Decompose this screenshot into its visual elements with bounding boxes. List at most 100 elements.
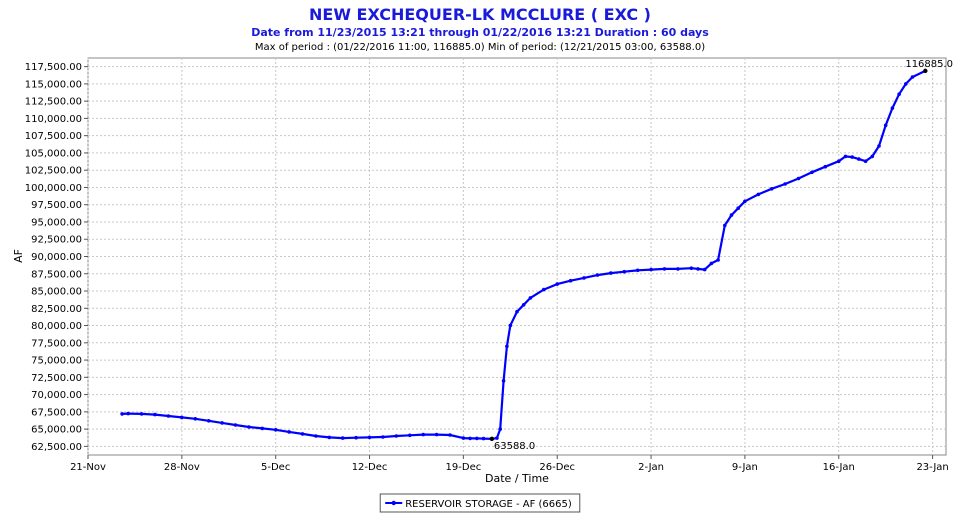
annotation-layer: 116885.0 63588.0 [489, 59, 953, 452]
y-tick-label: 72,500.00 [31, 373, 82, 384]
data-point [421, 432, 426, 437]
data-point [247, 425, 251, 429]
y-tick-label: 117,500.00 [25, 62, 82, 73]
y-tick-label: 102,500.00 [25, 166, 82, 177]
data-point [394, 434, 399, 438]
data-point [260, 426, 265, 431]
y-axis-ticks: 62,500.00 65,000.00 67,500.00 70,000.00 72,5… [25, 62, 88, 453]
data-point [528, 296, 533, 300]
data-point [461, 436, 466, 440]
x-tick-label: 9-Jan [732, 462, 758, 473]
y-tick-label: 70,000.00 [31, 390, 82, 401]
series-layer [120, 69, 928, 441]
data-point [662, 267, 667, 271]
data-point [582, 276, 586, 280]
data-point [622, 269, 627, 274]
y-tick-label: 77,500.00 [31, 338, 82, 349]
y-tick-label: 112,500.00 [25, 97, 82, 108]
data-point [498, 427, 503, 431]
data-point [287, 430, 291, 434]
chart-subtitle: Date from 11/23/2015 13:21 through 01/22… [251, 26, 709, 39]
y-tick-label: 62,500.00 [31, 442, 82, 453]
x-tick-label: 28-Nov [164, 462, 200, 473]
data-point [314, 434, 318, 438]
data-point [910, 75, 915, 79]
data-point [709, 261, 714, 266]
data-point [220, 421, 224, 425]
data-point [434, 432, 439, 437]
data-point [408, 433, 412, 438]
y-tick-label: 87,500.00 [31, 269, 82, 280]
x-tick-label: 2-Jan [638, 462, 664, 473]
y-tick-label: 80,000.00 [31, 321, 82, 332]
data-point [367, 435, 372, 440]
legend-box [379, 493, 581, 513]
y-tick-label: 90,000.00 [31, 252, 82, 263]
data-point [448, 433, 452, 437]
data-point [180, 415, 184, 420]
x-axis-ticks: 21-Nov 28-Nov 5-Dec 12-Dec 19-Dec 26-Dec 2-Jan… [70, 455, 949, 473]
data-point [843, 154, 848, 159]
chart-title: NEW EXCHEQUER-LK MCCLURE ( EXC ) [309, 5, 651, 24]
data-point [521, 303, 526, 307]
x-tick-label: 12-Dec [352, 462, 388, 473]
y-tick-label: 95,000.00 [31, 217, 82, 228]
y-tick-label: 82,500.00 [31, 304, 82, 315]
y-tick-label: 115,000.00 [25, 79, 82, 90]
data-point [381, 435, 385, 439]
data-point [837, 159, 841, 163]
series-line [122, 69, 926, 440]
min-annotation-label: 63588.0 [494, 441, 535, 452]
data-point [850, 155, 854, 159]
data-point [542, 287, 546, 292]
data-point [796, 176, 801, 181]
y-tick-label: 97,500.00 [31, 200, 82, 211]
data-point [206, 419, 211, 423]
max-annotation-label: 116885.0 [905, 59, 953, 70]
data-point [689, 266, 694, 271]
data-point [193, 417, 198, 421]
y-tick-label: 65,000.00 [31, 425, 82, 436]
data-point [890, 106, 895, 110]
chart-period-meta: Max of period : (01/22/2016 11:00, 11688… [255, 42, 705, 53]
data-point [716, 258, 720, 262]
data-point [139, 412, 144, 416]
x-axis-label: Date / Time [485, 472, 549, 485]
data-point [769, 187, 774, 191]
data-point [857, 157, 861, 161]
data-point [649, 267, 653, 272]
data-point [743, 199, 747, 204]
data-point [870, 154, 875, 159]
data-point [863, 159, 868, 163]
data-point [810, 170, 814, 175]
data-point [756, 192, 761, 197]
data-point [273, 428, 278, 432]
data-point [609, 271, 613, 275]
data-point [897, 92, 901, 96]
data-point [340, 436, 345, 440]
data-point [468, 436, 472, 441]
x-tick-label: 5-Dec [261, 462, 290, 473]
x-tick-label: 16-Jan [823, 462, 855, 473]
data-point [555, 282, 559, 286]
annotation-marker [489, 436, 495, 442]
data-point [676, 267, 680, 271]
data-point [515, 309, 519, 314]
data-point [823, 164, 828, 169]
data-point [595, 273, 600, 277]
x-tick-label: 26-Dec [539, 462, 575, 473]
data-point [126, 411, 130, 416]
data-point [233, 423, 238, 427]
data-point [783, 182, 787, 186]
data-point [354, 435, 358, 440]
legend: RESERVOIR STORAGE - AF (6665) [379, 493, 581, 513]
data-point [904, 82, 908, 86]
x-tick-label: 23-Jan [916, 462, 948, 473]
data-point [505, 344, 509, 349]
x-tick-label: 21-Nov [70, 462, 106, 473]
y-tick-label: 75,000.00 [31, 356, 82, 367]
data-point [635, 268, 640, 273]
y-tick-label: 100,000.00 [25, 183, 82, 194]
data-point [327, 435, 332, 440]
